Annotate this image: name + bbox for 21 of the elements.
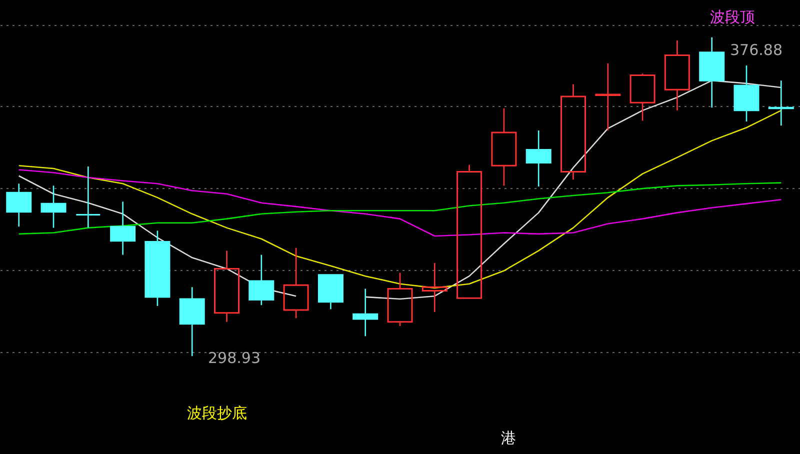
candlestick — [352, 288, 378, 337]
annotation: 港 — [501, 429, 516, 447]
candlestick — [179, 286, 205, 357]
candlestick — [560, 84, 586, 180]
candlestick — [110, 200, 136, 256]
candlestick — [6, 182, 32, 228]
candlestick — [734, 64, 760, 122]
candlestick — [491, 108, 517, 186]
candlestick — [526, 130, 552, 188]
annotation: 波段顶 — [710, 8, 755, 26]
candlestick — [422, 262, 448, 313]
candlestick — [214, 250, 240, 323]
candlestick — [595, 62, 621, 132]
candlestick — [699, 36, 725, 108]
candlestick — [75, 166, 101, 228]
candlestick — [40, 185, 66, 228]
annotation: 376.88 — [730, 41, 782, 59]
candlestick — [768, 80, 794, 126]
annotation: 298.93 — [208, 349, 260, 367]
annotation: 波段抄底 — [187, 404, 247, 422]
candlestick — [664, 40, 690, 112]
